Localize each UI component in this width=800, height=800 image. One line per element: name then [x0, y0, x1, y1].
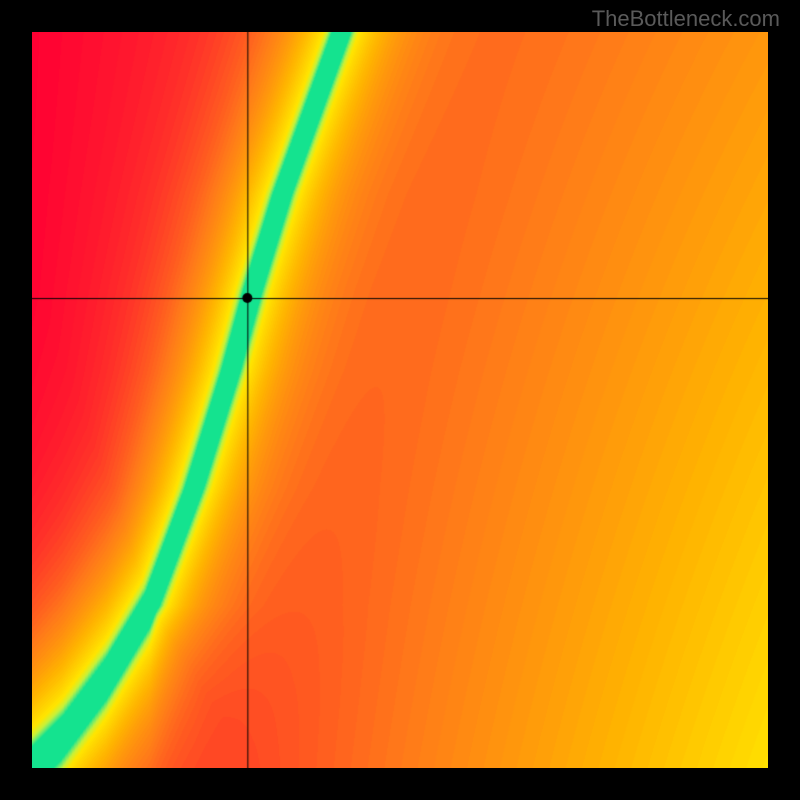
heatmap-plot: [32, 32, 768, 768]
watermark-label: TheBottleneck.com: [592, 6, 780, 32]
heatmap-canvas: [32, 32, 768, 768]
